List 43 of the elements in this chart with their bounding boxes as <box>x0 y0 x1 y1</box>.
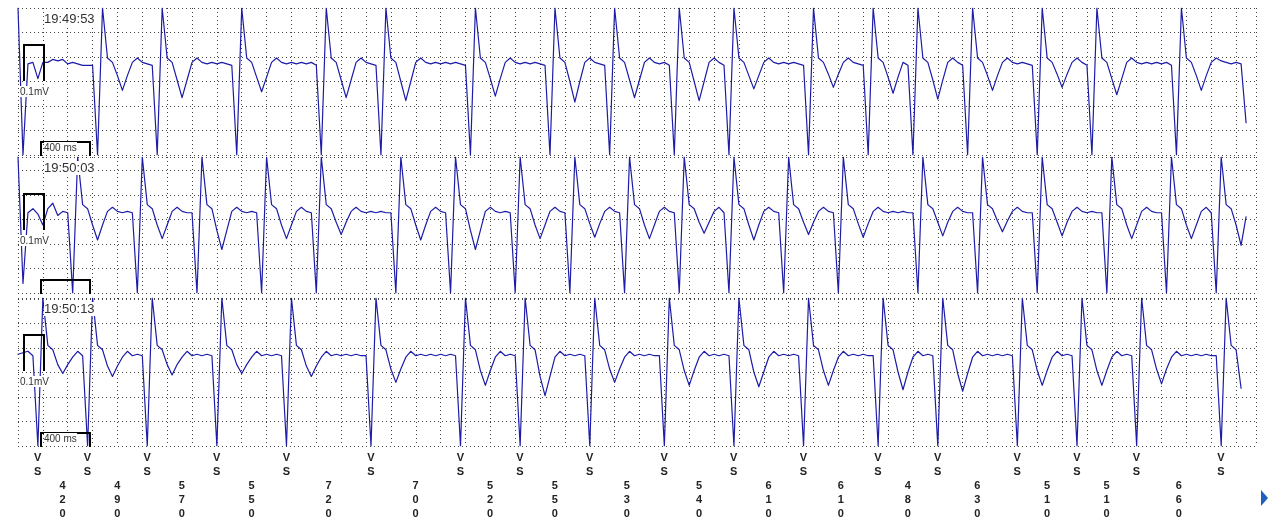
text: 610 <box>764 478 773 520</box>
text: 420 <box>58 478 67 520</box>
text: VS <box>282 450 291 478</box>
text: VS <box>1217 450 1225 478</box>
text: VS <box>1132 450 1141 478</box>
annotation: 0.1mV <box>20 376 49 387</box>
text: VS <box>660 450 669 478</box>
annotation: 0.1mV <box>20 235 49 246</box>
text: 720 <box>324 478 333 520</box>
text: 540 <box>695 478 703 520</box>
text: 630 <box>973 478 982 520</box>
text: 550 <box>247 478 256 520</box>
annotation: 19:50:13 <box>44 301 95 317</box>
text: VS <box>729 450 738 478</box>
annotation: 0.1mV <box>20 86 49 97</box>
annotation: 19:49:53 <box>44 11 95 27</box>
text: 510 <box>1043 478 1051 520</box>
text: VS <box>799 450 808 478</box>
text: VS <box>1013 450 1022 478</box>
text: 610 <box>836 478 845 520</box>
text: 490 <box>113 478 122 520</box>
annotation: 400 ms <box>44 142 77 153</box>
text: 520 <box>486 478 495 520</box>
text: VS <box>933 450 942 478</box>
text: VS <box>367 450 375 478</box>
text: 700 <box>411 478 420 520</box>
text: VS <box>143 450 151 478</box>
text: 510 <box>1102 478 1111 520</box>
text: VS <box>585 450 594 478</box>
text: VS <box>83 450 92 478</box>
text: 550 <box>550 478 559 520</box>
text: VS <box>33 450 42 478</box>
text: 480 <box>903 478 912 520</box>
text: VS <box>874 450 882 478</box>
text: 660 <box>1174 478 1183 520</box>
text: 570 <box>178 478 186 520</box>
text: VS <box>516 450 524 478</box>
text: VS <box>456 450 465 478</box>
annotation: 19:50:03 <box>44 160 95 176</box>
annotation: 400 ms <box>44 433 77 444</box>
text: 530 <box>623 478 631 520</box>
text: VS <box>212 450 221 478</box>
text: VS <box>1073 450 1081 478</box>
